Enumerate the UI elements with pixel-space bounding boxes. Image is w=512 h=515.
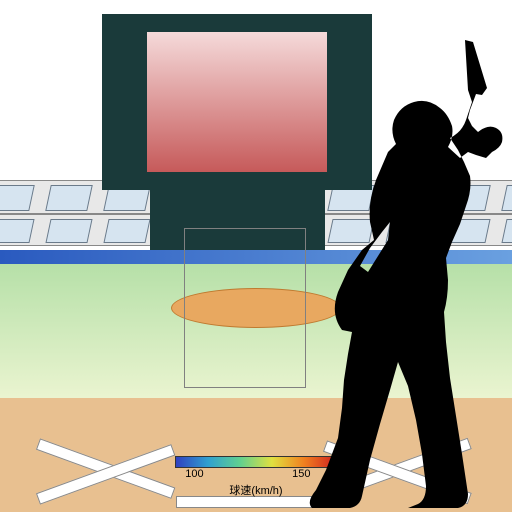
pitch-location-scene: 100150 球速(km/h) <box>0 0 512 512</box>
strike-zone <box>184 228 306 388</box>
batter-silhouette <box>290 40 512 510</box>
